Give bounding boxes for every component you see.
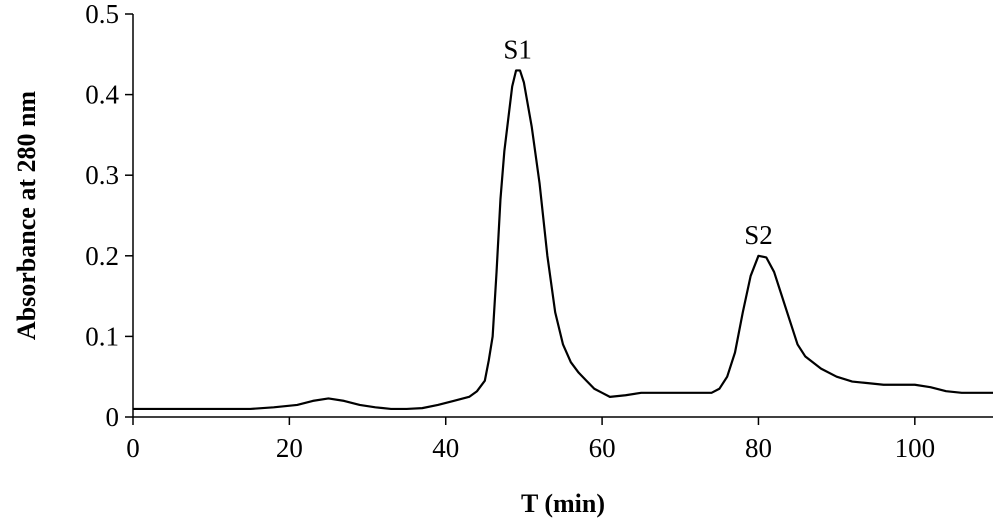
x-axis-title: T (min) — [521, 489, 605, 518]
x-axis: 0 20 40 60 80 100 — [126, 416, 993, 463]
y-axis: 0 0.1 0.2 0.3 0.4 0.5 — [85, 0, 134, 432]
x-tick-label: 40 — [432, 433, 459, 463]
peak-label-s2: S2 — [744, 220, 773, 250]
peak-annotations: S1 S2 — [503, 34, 772, 249]
x-tick-label: 60 — [589, 433, 616, 463]
y-tick-label: 0.4 — [85, 80, 119, 110]
x-tick-label: 100 — [895, 433, 936, 463]
y-tick-label: 0.2 — [85, 241, 119, 271]
y-tick-label: 0.3 — [85, 160, 119, 190]
x-tick-label: 0 — [126, 433, 140, 463]
y-tick-label: 0.1 — [85, 321, 119, 351]
y-tick-label: 0.5 — [85, 0, 119, 29]
x-tick-label: 80 — [745, 433, 772, 463]
absorbance-line — [133, 69, 993, 411]
x-tick-label: 20 — [276, 433, 303, 463]
y-axis-title: Absorbance at 280 nm — [12, 91, 41, 341]
peak-label-s1: S1 — [503, 34, 532, 64]
y-tick-label: 0 — [106, 402, 120, 432]
